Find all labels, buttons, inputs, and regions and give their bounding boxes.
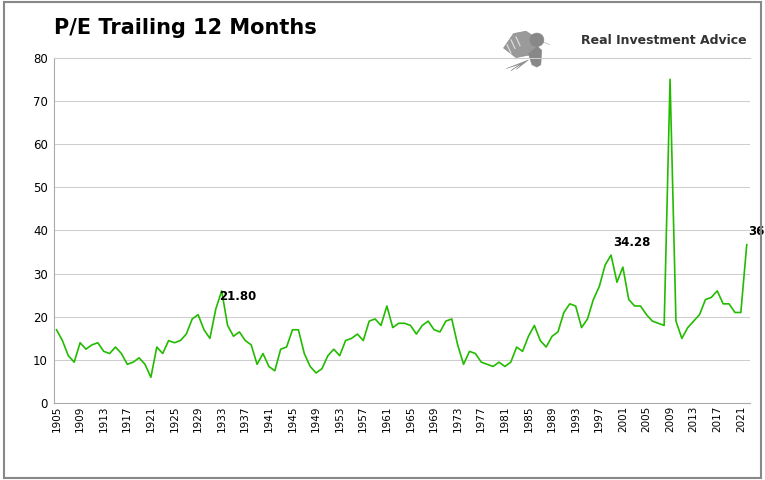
Circle shape — [530, 33, 544, 47]
Text: 34.28: 34.28 — [613, 236, 650, 249]
Text: P/E Trailing 12 Months: P/E Trailing 12 Months — [54, 18, 316, 38]
PathPatch shape — [529, 46, 542, 67]
PathPatch shape — [542, 42, 550, 45]
Text: 21.80: 21.80 — [219, 289, 256, 302]
PathPatch shape — [506, 60, 529, 71]
PathPatch shape — [503, 31, 536, 58]
Text: Real Investment Advice: Real Investment Advice — [581, 34, 747, 48]
Text: 36.71: 36.71 — [748, 225, 765, 238]
